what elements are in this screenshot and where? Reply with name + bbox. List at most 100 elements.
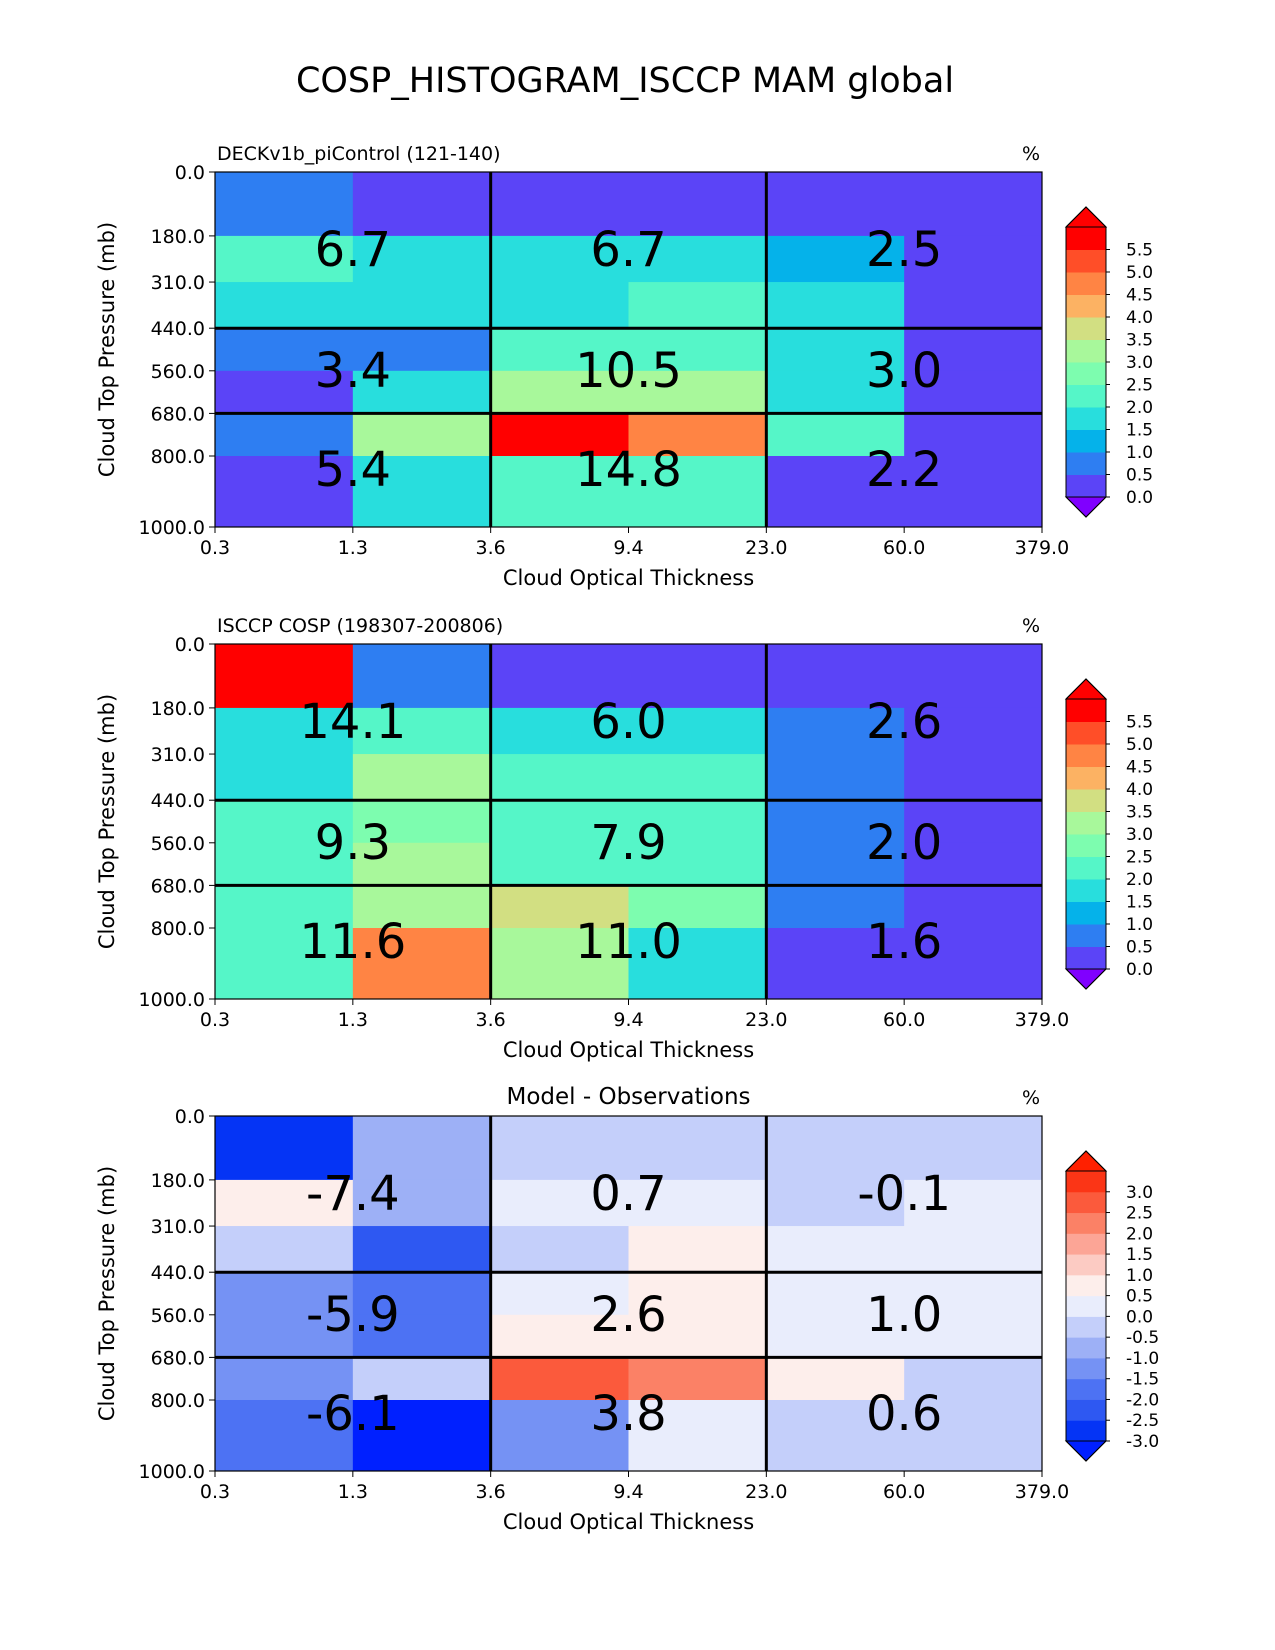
colorbar-extend-min bbox=[1064, 496, 1108, 518]
colorbar-segment bbox=[1066, 766, 1106, 790]
heatmap-cell bbox=[215, 754, 354, 801]
heatmap-cell bbox=[352, 928, 492, 1000]
colorbar-extend-max bbox=[1064, 206, 1108, 228]
heatmap-cell bbox=[766, 1179, 905, 1227]
heatmap-cell bbox=[904, 1116, 1043, 1181]
colorbar-segment bbox=[1066, 1233, 1106, 1255]
colorbar-segment bbox=[1066, 429, 1106, 453]
colorbar-segment bbox=[1066, 1212, 1106, 1234]
heatmap-cell bbox=[490, 885, 629, 929]
heatmap-cell bbox=[628, 172, 767, 237]
heatmap-cell bbox=[766, 1116, 905, 1181]
heatmap-cell bbox=[215, 928, 354, 1000]
y-tick-label: 800.0 bbox=[151, 1390, 205, 1412]
colorbar-tick-label: 4.0 bbox=[1126, 308, 1153, 328]
heatmap-cell bbox=[352, 885, 492, 929]
block-value-label: 1.0 bbox=[866, 1287, 942, 1343]
heatmap-cell bbox=[904, 328, 1043, 372]
y-tick-label: 800.0 bbox=[151, 446, 205, 468]
heatmap-cell bbox=[490, 754, 629, 801]
y-tick-label: 440.0 bbox=[151, 1262, 205, 1284]
colorbar-segment bbox=[1066, 721, 1106, 745]
colorbar-segment bbox=[1066, 1357, 1106, 1380]
x-tick-label: 9.4 bbox=[613, 1481, 643, 1503]
heatmap-cell bbox=[352, 644, 492, 709]
heatmap-cell bbox=[628, 370, 767, 414]
heatmap-cell bbox=[352, 1357, 492, 1401]
heatmap-cell bbox=[490, 328, 629, 372]
heatmap-cell bbox=[490, 842, 629, 886]
heatmap-cell bbox=[352, 842, 492, 886]
heatmap-cell bbox=[766, 172, 905, 237]
colorbar-tick-label: 1.0 bbox=[1126, 915, 1153, 935]
colorbar-tick-label: 1.0 bbox=[1126, 443, 1153, 463]
y-tick-label: 560.0 bbox=[151, 361, 205, 383]
y-tick-label: 0.0 bbox=[175, 162, 205, 184]
heatmap-cell bbox=[904, 370, 1043, 414]
heatmap-cell bbox=[490, 1272, 629, 1316]
heatmap-cell bbox=[904, 456, 1043, 528]
heatmap-cell bbox=[352, 282, 492, 329]
colorbar-tick-label: 4.0 bbox=[1126, 780, 1153, 800]
heatmap-cell bbox=[215, 707, 354, 755]
block-value-label: 6.0 bbox=[590, 694, 666, 750]
colorbar-tick-label: 1.5 bbox=[1126, 421, 1153, 441]
block-value-label: 3.0 bbox=[866, 343, 942, 399]
colorbar-segment bbox=[1066, 1171, 1106, 1193]
block-value-label: -5.9 bbox=[306, 1287, 400, 1343]
block-value-label: 11.0 bbox=[575, 914, 682, 970]
colorbar-tick-label: 0.5 bbox=[1126, 466, 1153, 486]
heatmap-cell bbox=[628, 644, 767, 709]
heatmap-cell bbox=[215, 1116, 354, 1181]
y-tick-label: 800.0 bbox=[151, 918, 205, 940]
colorbar-tick-label: 2.0 bbox=[1126, 870, 1153, 890]
heatmap-cell bbox=[904, 707, 1043, 755]
heatmap-cell bbox=[215, 370, 354, 414]
heatmap-cell bbox=[352, 1116, 492, 1181]
y-tick-label: 560.0 bbox=[151, 833, 205, 855]
x-tick-label: 0.3 bbox=[200, 1481, 230, 1503]
units-label: % bbox=[1022, 143, 1040, 165]
colorbar-segment bbox=[1066, 362, 1106, 385]
heatmap-cell bbox=[766, 1314, 905, 1358]
heatmap-cell bbox=[215, 456, 354, 528]
heatmap-cell bbox=[352, 235, 492, 283]
colorbar-segment bbox=[1066, 1420, 1106, 1442]
x-tick-label: 0.3 bbox=[200, 537, 230, 559]
heatmap-cell bbox=[215, 842, 354, 886]
heatmap-cell bbox=[352, 1400, 492, 1472]
heatmap-cell bbox=[628, 328, 767, 372]
colorbar-segment bbox=[1066, 227, 1106, 250]
heatmap-cell bbox=[766, 842, 905, 886]
y-tick-label: 0.0 bbox=[175, 634, 205, 656]
heatmap-cell bbox=[628, 707, 767, 755]
x-tick-label: 379.0 bbox=[1015, 1009, 1069, 1031]
y-tick-label: 180.0 bbox=[151, 1170, 205, 1192]
heatmap-cell bbox=[628, 1400, 767, 1472]
x-tick-label: 379.0 bbox=[1015, 1481, 1069, 1503]
colorbar-tick-label: -1.5 bbox=[1126, 1370, 1159, 1390]
heatmap-cell bbox=[490, 1226, 629, 1273]
colorbar-segment bbox=[1066, 1254, 1106, 1276]
heatmap-cell bbox=[490, 707, 629, 755]
heatmap-cell bbox=[215, 1400, 354, 1472]
colorbar: 0.00.5 1.01.5 2.02.5 3.03.5 4.04.5 5.05.5 bbox=[1064, 206, 1153, 518]
heatmap-cell bbox=[215, 885, 354, 929]
heatmap-cell bbox=[904, 172, 1043, 237]
block-value-label: 6.7 bbox=[315, 222, 391, 278]
x-axis-label: Cloud Optical Thickness bbox=[503, 1510, 754, 1534]
block-value-label: 2.6 bbox=[866, 694, 942, 750]
y-tick-label: 440.0 bbox=[151, 790, 205, 812]
block-value-label: 5.4 bbox=[315, 442, 391, 498]
block-value-label: 0.6 bbox=[866, 1386, 942, 1442]
colorbar-tick-label: 5.0 bbox=[1126, 735, 1153, 755]
heatmap-cell bbox=[904, 1226, 1043, 1273]
colorbar-segment bbox=[1066, 834, 1106, 857]
colorbar-segment bbox=[1066, 1378, 1106, 1400]
block-value-label: 9.3 bbox=[315, 815, 391, 871]
heatmap-cell bbox=[904, 928, 1043, 1000]
colorbar-tick-label: 4.5 bbox=[1126, 286, 1153, 306]
heatmap-cell bbox=[490, 644, 629, 709]
colorbar-tick-label: 2.0 bbox=[1126, 1224, 1153, 1244]
y-tick-label: 0.0 bbox=[175, 1106, 205, 1128]
